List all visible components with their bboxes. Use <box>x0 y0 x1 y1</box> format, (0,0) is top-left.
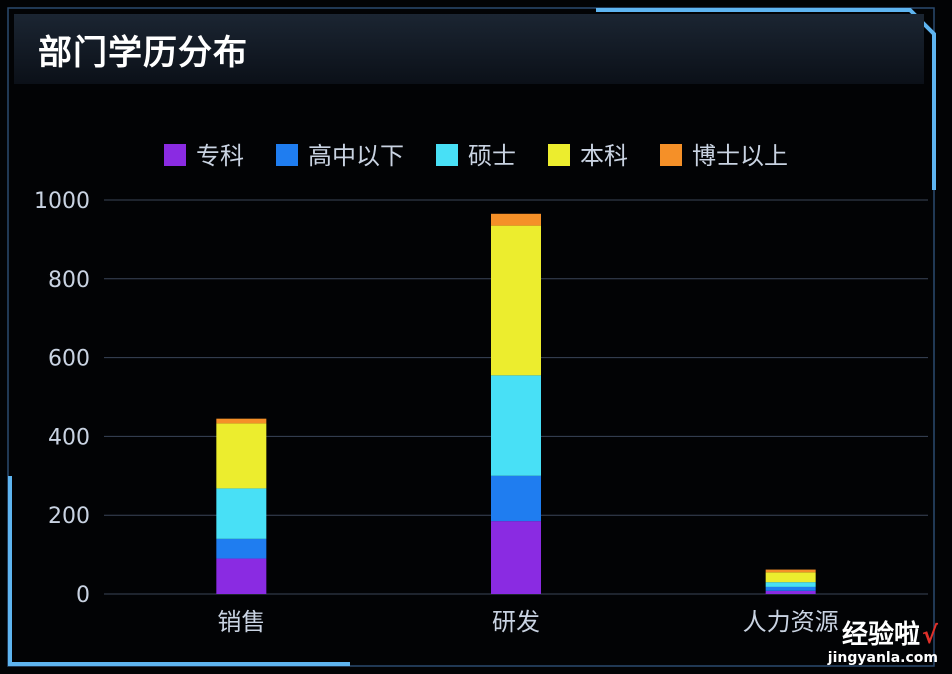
legend-label: 高中以下 <box>308 142 404 170</box>
bar-segment <box>765 586 816 591</box>
legend-swatch <box>548 144 570 166</box>
bar-segment <box>491 375 541 476</box>
y-tick-label: 200 <box>48 504 90 529</box>
checkmark-icon: √ <box>921 621 938 650</box>
bar-segment <box>216 488 267 539</box>
watermark: 经验啦√ jingyanla.com <box>828 621 938 666</box>
title-bar <box>14 14 924 84</box>
y-tick-label: 1000 <box>34 189 90 214</box>
bar-segment <box>765 572 816 583</box>
bar-segment <box>765 569 816 573</box>
legend-label: 博士以上 <box>692 142 788 170</box>
y-tick-label: 0 <box>76 583 90 608</box>
legend-label: 硕士 <box>468 142 516 170</box>
chart-title: 部门学历分布 <box>38 33 248 73</box>
x-tick-label: 研发 <box>492 608 540 636</box>
y-tick-label: 800 <box>48 268 90 293</box>
watermark-text: 经验啦 <box>841 620 920 651</box>
bar-segment <box>765 582 816 587</box>
bar-segment <box>491 521 541 594</box>
y-tick-label: 600 <box>48 347 90 372</box>
legend-swatch <box>436 144 458 166</box>
bar-segment <box>216 538 267 559</box>
bar-segment <box>765 590 816 594</box>
x-tick-label: 销售 <box>217 608 265 636</box>
bar-segment <box>491 213 541 226</box>
bar-segment <box>491 475 541 522</box>
watermark-url: jingyanla.com <box>827 650 938 666</box>
bar-segment <box>216 558 267 594</box>
legend-label: 本科 <box>580 142 628 170</box>
legend-swatch <box>660 144 682 166</box>
legend-swatch <box>164 144 186 166</box>
x-tick-label: 人力资源 <box>743 608 839 636</box>
bar-segment <box>216 423 267 489</box>
legend-label: 专科 <box>196 142 244 170</box>
legend-swatch <box>276 144 298 166</box>
bar-segment <box>491 225 541 376</box>
bar-segment <box>216 418 267 424</box>
y-tick-label: 400 <box>48 425 90 450</box>
